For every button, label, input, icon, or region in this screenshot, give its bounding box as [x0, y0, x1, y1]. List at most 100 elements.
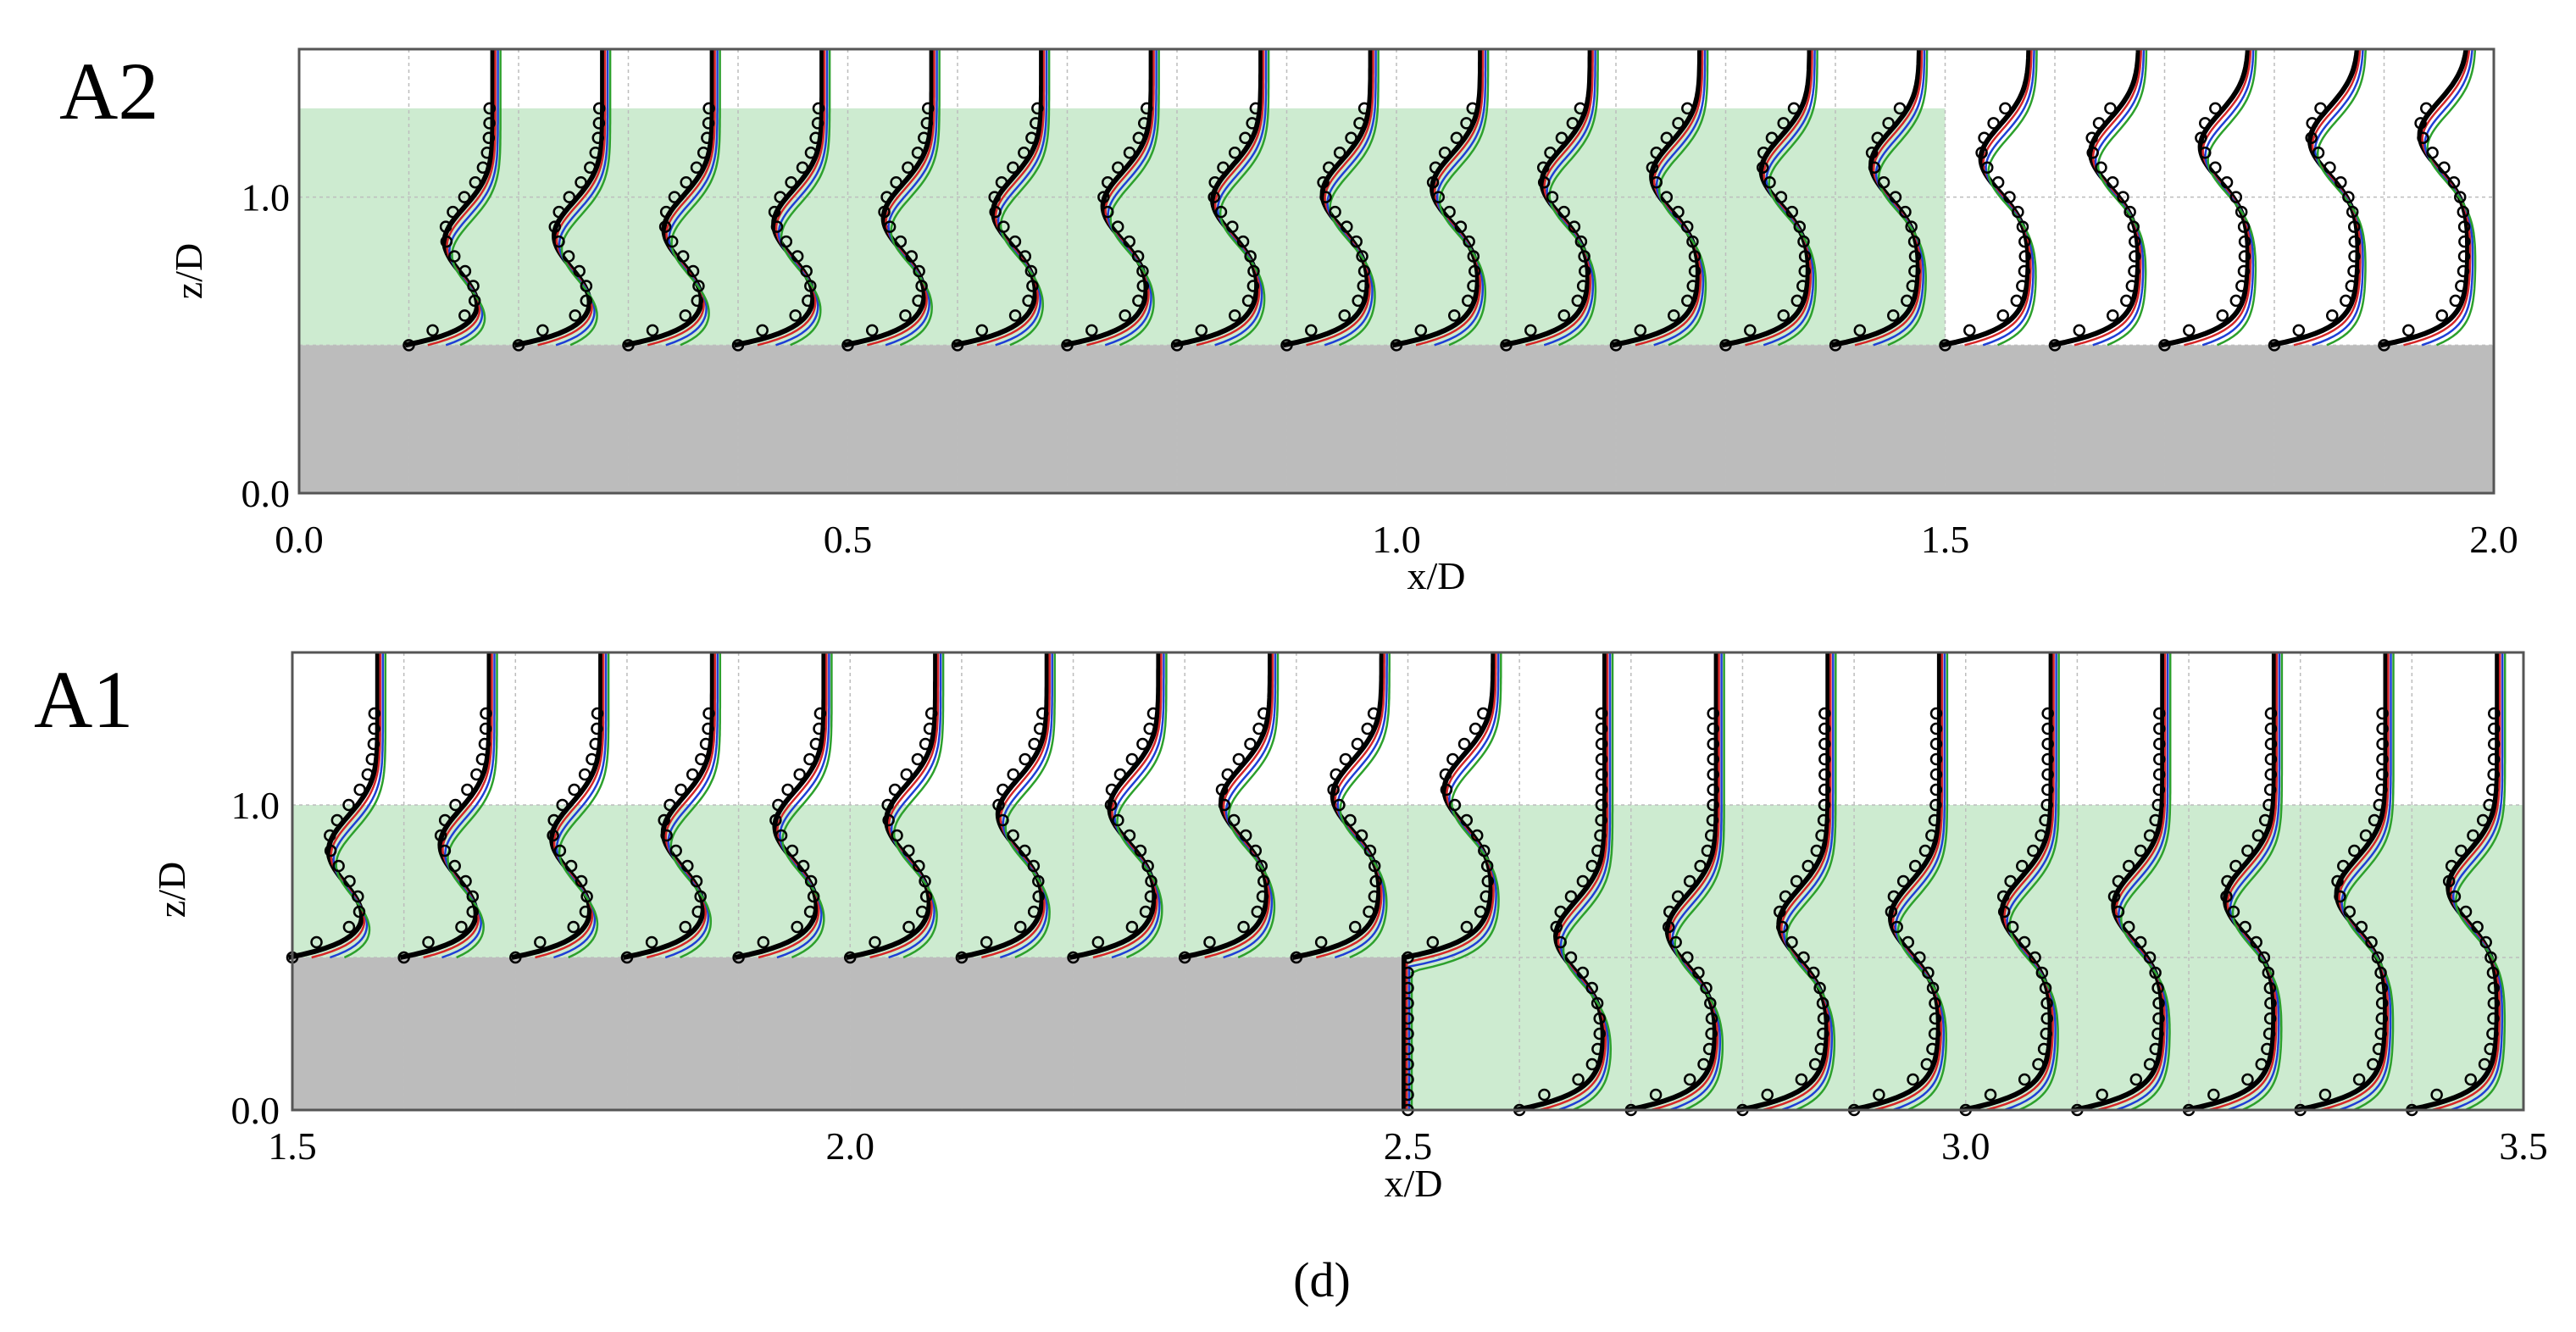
measured-point	[459, 874, 472, 888]
measured-point	[1704, 829, 1718, 842]
measured-point	[804, 280, 817, 292]
measured-point	[1649, 1088, 1663, 1102]
profile-line-model-4	[1896, 652, 1949, 1112]
measured-point	[2375, 981, 2389, 995]
measured-point	[397, 951, 410, 964]
measured-point	[2235, 280, 2248, 292]
measured-point	[2262, 966, 2275, 980]
measured-point	[2238, 235, 2251, 248]
profile-line-model-3	[2450, 652, 2504, 1112]
measured-point	[1707, 768, 1719, 781]
measured-point	[1119, 309, 1131, 322]
measured-point	[1761, 1088, 1774, 1102]
profile-line-model-2	[1204, 652, 1274, 959]
measured-point	[1793, 220, 1807, 233]
measured-point	[455, 920, 468, 934]
measured-point	[679, 309, 692, 322]
measured-point	[1134, 844, 1147, 857]
measured-point	[1367, 707, 1380, 720]
measured-point	[1429, 161, 1442, 174]
measured-point	[2264, 768, 2278, 781]
measured-point	[1707, 707, 1719, 720]
measured-point	[324, 844, 337, 857]
measured-point	[2153, 722, 2166, 735]
measured-point	[702, 102, 715, 115]
measured-point	[579, 905, 592, 919]
profile-line-model-4	[2096, 48, 2148, 347]
measured-point	[1467, 250, 1480, 263]
measured-point	[1244, 737, 1257, 751]
profile-line-model-1	[1961, 652, 2054, 1113]
measured-point	[556, 798, 569, 812]
measured-point	[2348, 844, 2361, 857]
profile-line-model-1	[2296, 652, 2389, 1113]
measured-point	[447, 205, 459, 219]
measured-point	[1460, 920, 1474, 934]
profile-station	[1067, 652, 1168, 964]
measured-point	[2454, 191, 2467, 203]
measured-point	[1595, 783, 1608, 796]
measured-point	[2376, 707, 2389, 720]
measured-point	[2037, 1042, 2051, 1056]
profile-line-model-2	[976, 49, 1046, 347]
measured-point	[665, 235, 679, 248]
measured-point	[1707, 737, 1719, 751]
measured-point	[1882, 117, 1895, 130]
measured-point	[2457, 220, 2471, 233]
measured-point	[1226, 220, 1239, 233]
measured-point	[586, 752, 598, 766]
measured-point	[1868, 161, 1881, 174]
profile-line-model-3	[1334, 652, 1388, 959]
measured-point	[438, 844, 452, 857]
measured-point	[2305, 131, 2318, 145]
measured-point	[1899, 205, 1912, 219]
measured-point	[681, 859, 694, 873]
profile-line-model-2	[1092, 652, 1163, 959]
measured-point	[1480, 859, 1494, 873]
measured-point	[2018, 250, 2031, 263]
measured-point	[1460, 117, 1473, 130]
measured-point	[1232, 752, 1246, 766]
measured-point	[802, 294, 814, 308]
measured-point	[2095, 161, 2107, 174]
measured-point	[342, 920, 356, 934]
profile-line-model-3	[776, 652, 830, 959]
measured-point	[1215, 783, 1229, 796]
measured-point	[2199, 147, 2212, 159]
profile-line-model-1	[1282, 49, 1374, 348]
measured-point	[2258, 813, 2272, 827]
measured-point	[918, 131, 930, 145]
measured-point	[844, 951, 857, 964]
measured-point	[1660, 131, 1674, 145]
measured-point	[1929, 722, 1943, 735]
measured-point	[2263, 783, 2277, 796]
profile-station	[1624, 652, 1725, 1117]
measured-point	[2487, 707, 2501, 720]
measured-point	[1818, 798, 1831, 812]
measured-point	[920, 117, 934, 130]
measured-point	[2216, 309, 2229, 322]
measured-point	[2122, 859, 2135, 873]
measured-point	[2312, 147, 2325, 159]
measured-point	[905, 250, 919, 263]
measured-point	[891, 829, 903, 842]
profile-line-model-1	[952, 49, 1045, 348]
measured-point	[809, 737, 823, 751]
profile-station	[731, 49, 831, 352]
measured-point	[883, 220, 897, 233]
measured-point	[2487, 752, 2501, 766]
measured-point	[1356, 250, 1368, 263]
measured-point	[1402, 1073, 1414, 1086]
measured-point	[620, 951, 634, 964]
measured-point	[1996, 309, 2010, 322]
measured-point	[675, 783, 687, 796]
measured-point	[686, 264, 700, 278]
measured-point	[1351, 737, 1364, 751]
measured-point	[2241, 844, 2254, 857]
measured-point	[552, 205, 565, 219]
measured-point	[1929, 996, 1941, 1010]
measured-point	[1136, 737, 1149, 751]
measured-point	[466, 905, 479, 919]
measured-point	[1443, 205, 1456, 219]
measured-point	[791, 250, 804, 263]
